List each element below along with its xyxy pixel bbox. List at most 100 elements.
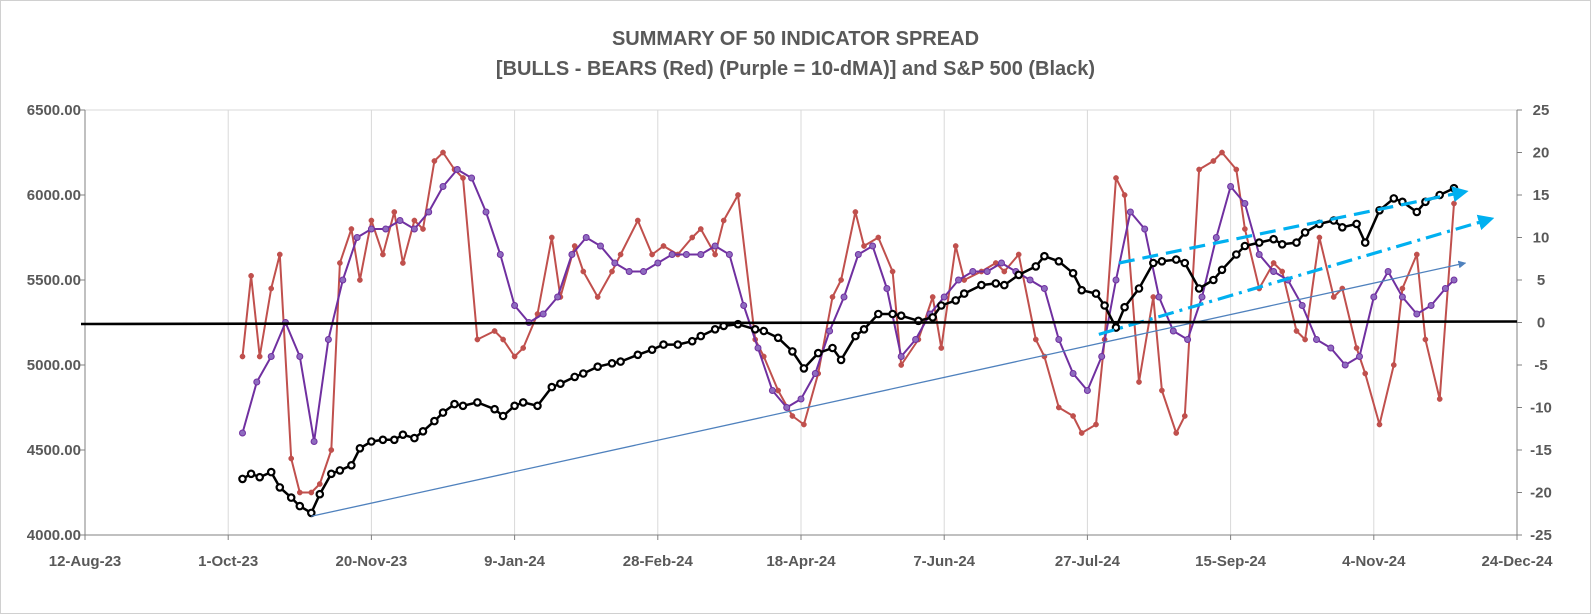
spread-point — [1376, 421, 1383, 428]
sp500-point — [1240, 241, 1250, 251]
x-tick-label: 7-Jun-24 — [913, 553, 975, 570]
sp500-point — [999, 280, 1009, 290]
sp500-point — [1180, 258, 1190, 268]
ma-point — [1398, 293, 1406, 301]
sp500-point — [315, 489, 325, 499]
sp500-point — [1277, 240, 1287, 249]
spread-point — [276, 251, 283, 258]
sp500-point — [633, 350, 643, 360]
sp500-point — [873, 309, 883, 319]
spread-point — [1451, 200, 1457, 207]
chart-subtitle: [BULLS - BEARS (Red) (Purple = 10-dMA)] … — [495, 58, 1096, 80]
ma-point — [324, 336, 332, 343]
right-tick-label: 5 — [1537, 272, 1545, 289]
sp500-point — [556, 379, 565, 389]
sp500-point — [951, 296, 961, 305]
spread-point — [571, 243, 578, 249]
right-tick-label: 15 — [1533, 187, 1550, 204]
spread-point — [420, 226, 426, 232]
spread-point — [268, 285, 275, 292]
sp500-point — [616, 357, 625, 366]
spread-point — [1390, 362, 1397, 368]
ma-point — [983, 268, 991, 275]
ma-point — [725, 251, 733, 258]
sp500-point — [246, 469, 256, 479]
sp500-point — [255, 472, 265, 482]
spread-point — [1210, 158, 1217, 164]
sp500-point — [347, 460, 356, 470]
sp500-point — [335, 466, 345, 475]
spread-point — [1279, 268, 1286, 275]
trendlines — [311, 186, 1495, 517]
ma-point — [439, 183, 447, 190]
sp500-point — [696, 331, 706, 341]
ma-point — [511, 302, 519, 309]
spread-point — [609, 268, 615, 275]
sp500-point — [1217, 265, 1227, 275]
ma-point — [1413, 310, 1421, 318]
ma-point — [1227, 183, 1235, 190]
sp500-point — [410, 433, 419, 443]
ma-point — [969, 268, 977, 275]
spread-point — [1181, 413, 1188, 419]
spread-point — [775, 387, 781, 394]
sp500-point — [896, 311, 906, 321]
series-sp500 — [238, 183, 1459, 518]
sp500-point — [1269, 234, 1278, 244]
trendline — [1098, 214, 1495, 336]
sp500-point — [1068, 268, 1078, 278]
spread-point — [1293, 328, 1300, 334]
spread-point — [1362, 370, 1369, 377]
ma-point — [239, 429, 246, 437]
trendline — [311, 260, 1467, 517]
sp500-point — [570, 372, 580, 382]
ma-point — [1184, 336, 1192, 343]
sp500-point — [578, 369, 588, 378]
ma-point — [1270, 268, 1278, 275]
sp500-point — [959, 289, 969, 298]
ma-point — [296, 353, 304, 360]
spread-point — [1015, 251, 1022, 258]
spread-point — [1159, 387, 1165, 394]
ma-point — [1069, 370, 1077, 377]
sp500-point — [1292, 238, 1301, 247]
x-tick-label: 1-Oct-23 — [198, 553, 258, 570]
ma-point — [539, 310, 547, 318]
sp500-point — [1232, 250, 1241, 259]
x-tick-label: 4-Nov-24 — [1342, 553, 1406, 570]
x-tick-label: 20-Nov-23 — [336, 553, 408, 570]
spread-point — [1150, 294, 1157, 300]
sp500-point — [398, 430, 408, 440]
spread-point — [1353, 345, 1360, 351]
spread-point — [1001, 268, 1008, 275]
sp500-point — [490, 404, 499, 414]
ma-point — [654, 259, 662, 267]
spread-point — [938, 345, 945, 351]
right-tick-label: -15 — [1530, 442, 1552, 459]
spread-point — [889, 268, 896, 275]
ma-point — [754, 344, 762, 352]
spread-point — [1233, 166, 1240, 173]
sp500-point — [510, 401, 519, 411]
ma-point — [1341, 361, 1349, 369]
spread-point — [411, 217, 418, 224]
spread-point — [1399, 285, 1406, 292]
ma-point — [310, 438, 318, 445]
spread-point — [248, 272, 254, 279]
sp500-point — [1040, 251, 1049, 261]
spread-point — [898, 362, 905, 368]
sp500-point — [977, 280, 986, 290]
right-tick-label: 0 — [1537, 315, 1545, 332]
x-tick-label: 28-Feb-24 — [623, 553, 694, 570]
x-tick-label: 24-Dec-24 — [1482, 553, 1554, 570]
ma-point — [740, 302, 748, 309]
spread-point — [337, 260, 343, 266]
chart-title-block: SUMMARY OF 50 INDICATOR SPREAD [BULLS - … — [0, 24, 1591, 84]
spread-point — [829, 294, 836, 300]
ma-point — [640, 268, 647, 275]
trendline — [1118, 186, 1469, 265]
spread-point — [1316, 234, 1323, 241]
sp500-point — [1449, 183, 1459, 193]
left-tick-label: 4500.00 — [27, 442, 81, 459]
ma-point — [1112, 276, 1120, 284]
